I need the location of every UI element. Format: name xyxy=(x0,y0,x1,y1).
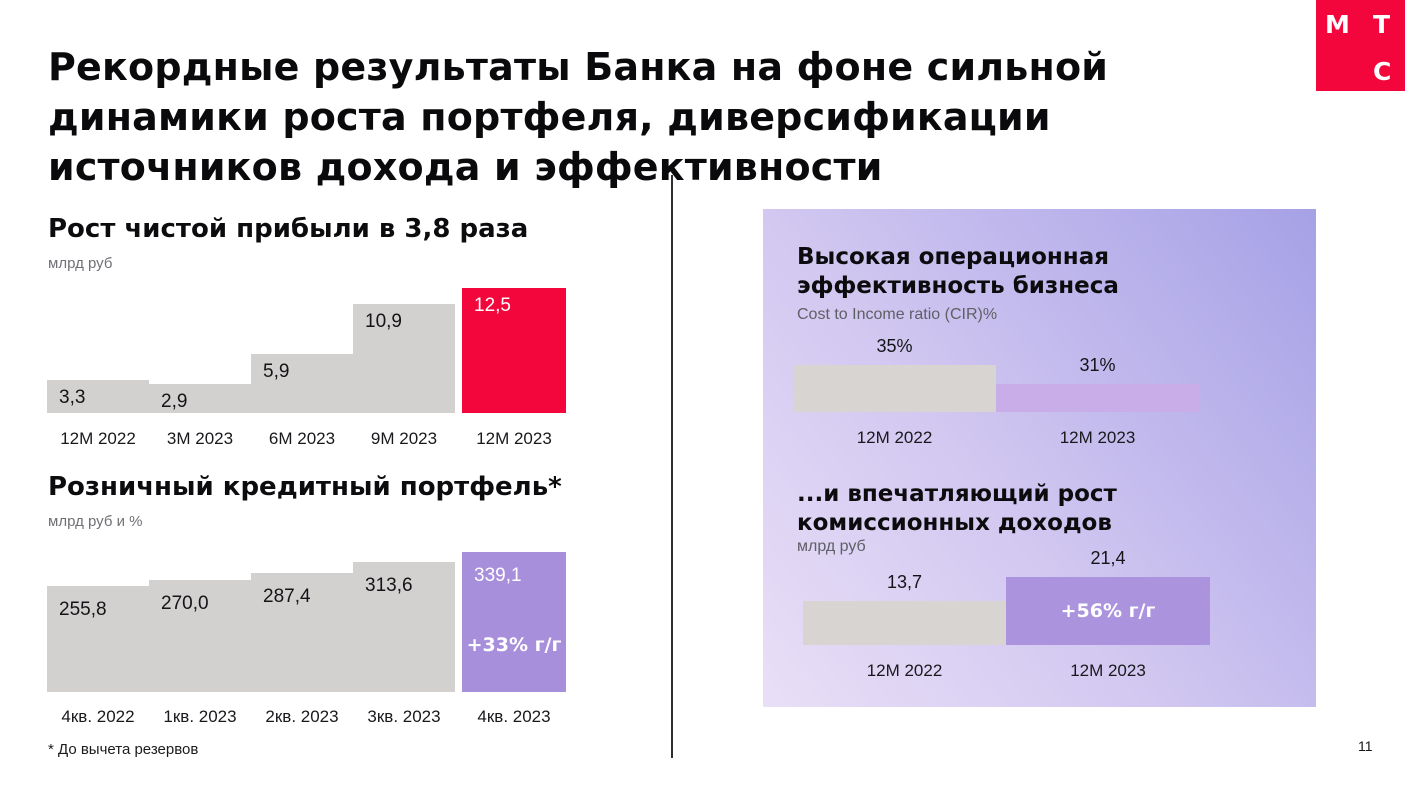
cir-value-label-1: 31% xyxy=(1079,355,1116,375)
page-title: Рекордные результаты Банка на фоне сильн… xyxy=(48,42,1318,192)
retail-portfolio-growth-annotation: +33% г/г xyxy=(466,634,562,656)
fee-income-value-label-1: 21,4 xyxy=(1090,548,1126,568)
highlight-panel: Высокая операционная эффективность бизне… xyxy=(763,209,1316,707)
fee-income-category-0: 12М 2022 xyxy=(866,661,943,680)
cir-category-1: 12М 2023 xyxy=(1059,428,1136,447)
net-profit-value-label-2: 5,9 xyxy=(263,361,290,382)
net-profit-category-3: 9М 2023 xyxy=(370,429,438,448)
retail-portfolio-category-2: 2кв. 2023 xyxy=(265,707,339,726)
retail-portfolio-category-0: 4кв. 2022 xyxy=(61,707,135,726)
net-profit-category-0: 12М 2022 xyxy=(60,429,136,448)
logo-letter-s: С xyxy=(1373,57,1392,86)
net-profit-category-2: 6М 2023 xyxy=(268,429,336,448)
net-profit-value-label-1: 2,9 xyxy=(161,391,188,412)
cir-bar-0: 35% xyxy=(793,336,996,412)
net-profit-chart: 3,3 2,9 5,9 10,9 12,5 xyxy=(47,288,566,413)
net-profit-value-label-4: 12,5 xyxy=(474,295,511,316)
retail-portfolio-bar-2: 287,4 xyxy=(251,573,353,692)
section-divider xyxy=(671,175,673,758)
net-profit-category-1: 3М 2023 xyxy=(166,429,234,448)
net-profit-x-axis: 12М 2022 3М 2023 6М 2023 9М 2023 12М 2023 xyxy=(47,429,566,449)
net-profit-bar-2: 5,9 xyxy=(251,354,353,413)
retail-portfolio-value-label-4: 339,1 xyxy=(474,565,522,586)
cir-bar-1: 31% xyxy=(996,355,1199,412)
title-line-3: источников дохода и эффективности xyxy=(48,145,883,190)
logo-letter-t: Т xyxy=(1373,10,1391,39)
retail-portfolio-x-axis: 4кв. 2022 1кв. 2023 2кв. 2023 3кв. 2023 4кв.… xyxy=(47,707,566,727)
retail-portfolio-bar-4: 339,1 +33% г/г xyxy=(462,552,566,692)
retail-portfolio-bar-0: 255,8 xyxy=(47,586,149,692)
net-profit-category-4: 12М 2023 xyxy=(476,429,552,448)
net-profit-chart-title: Рост чистой прибыли в 3,8 раза xyxy=(48,214,529,244)
mts-logo: М Т С xyxy=(1316,0,1405,91)
retail-portfolio-value-label-1: 270,0 xyxy=(161,593,209,614)
fee-income-value-label-0: 13,7 xyxy=(886,572,923,592)
fee-income-bar-1: 21,4 +56% г/г xyxy=(1006,548,1210,645)
net-profit-bar-0: 3,3 xyxy=(47,380,149,413)
retail-portfolio-category-4: 4кв. 2023 xyxy=(477,707,551,726)
title-line-2: динамики роста портфеля, диверсификации xyxy=(48,95,1051,140)
cir-chart: 35% 31% xyxy=(793,336,1199,412)
cir-category-0: 12М 2022 xyxy=(856,428,933,447)
net-profit-bar-3: 10,9 xyxy=(353,304,455,413)
net-profit-bar-1: 2,9 xyxy=(149,384,251,413)
net-profit-value-label-3: 10,9 xyxy=(365,311,402,332)
retail-portfolio-value-label-0: 255,8 xyxy=(59,599,107,620)
fee-income-chart: 13,7 21,4 +56% г/г xyxy=(803,548,1210,645)
retail-portfolio-chart: 255,8 270,0 287,4 313,6 339,1 +33% г/г xyxy=(47,552,566,692)
footnote: * До вычета резервов xyxy=(48,741,199,758)
fee-income-unit-label: млрд руб xyxy=(797,538,866,555)
fee-income-growth-annotation: +56% г/г xyxy=(1060,600,1156,622)
fee-income-category-1: 12М 2023 xyxy=(1070,661,1146,680)
fee-income-bar-0: 13,7 xyxy=(803,572,1006,645)
logo-letter-m: М xyxy=(1325,10,1350,39)
cir-unit-label: Cost to Income ratio (CIR)% xyxy=(797,306,998,323)
retail-portfolio-bar-3: 313,6 xyxy=(353,562,455,692)
retail-portfolio-unit-label: млрд руб и % xyxy=(48,513,143,530)
retail-portfolio-value-label-2: 287,4 xyxy=(263,586,311,607)
retail-portfolio-category-1: 1кв. 2023 xyxy=(163,707,237,726)
net-profit-value-label-0: 3,3 xyxy=(59,387,86,408)
retail-portfolio-chart-title: Розничный кредитный портфель* xyxy=(48,472,562,502)
fee-income-chart-title: ...и впечатляющий рост комиссионных дохо… xyxy=(797,481,1117,536)
page-number: 11 xyxy=(1358,738,1373,754)
retail-portfolio-category-3: 3кв. 2023 xyxy=(367,707,441,726)
retail-portfolio-bar-1: 270,0 xyxy=(149,580,251,692)
retail-portfolio-value-label-3: 313,6 xyxy=(365,575,413,596)
cir-x-axis: 12М 2022 12М 2023 xyxy=(793,428,1199,448)
net-profit-unit-label: млрд руб xyxy=(48,255,113,272)
cir-chart-title: Высокая операционная эффективность бизне… xyxy=(797,244,1119,299)
title-line-1: Рекордные результаты Банка на фоне сильн… xyxy=(48,45,1109,90)
net-profit-bar-4: 12,5 xyxy=(462,288,566,413)
fee-income-x-axis: 12М 2022 12М 2023 xyxy=(803,661,1210,681)
cir-value-label-0: 35% xyxy=(876,336,913,356)
